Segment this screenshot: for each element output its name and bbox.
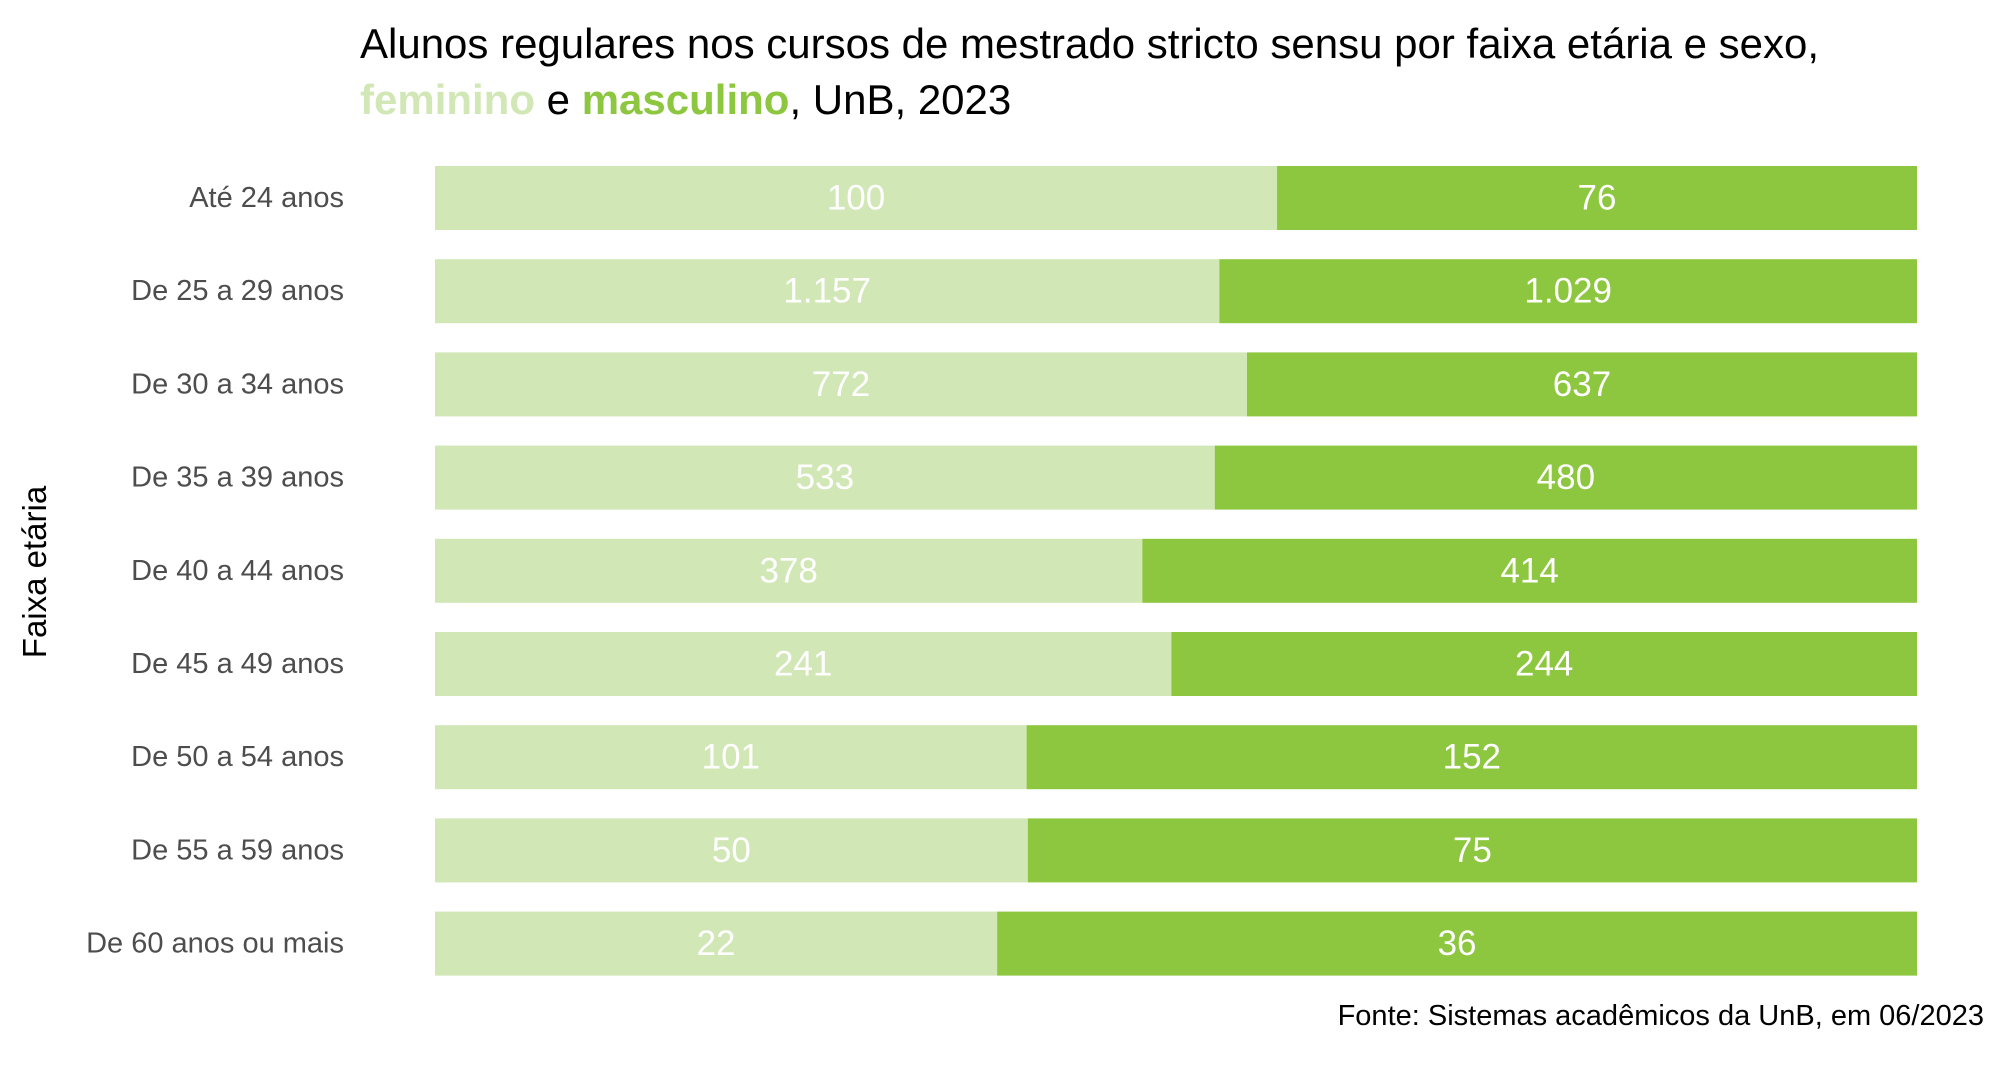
y-axis-title: Faixa etária <box>16 485 53 658</box>
category-label: De 25 a 29 anos <box>131 275 344 307</box>
data-label-masculino: 76 <box>1578 179 1617 218</box>
data-label-feminino: 241 <box>774 645 832 684</box>
data-label-feminino: 50 <box>712 831 751 870</box>
bar-masculino <box>1277 166 1917 230</box>
category-label: De 30 a 34 anos <box>131 368 344 400</box>
title-connector: e <box>535 76 582 123</box>
bar-feminino <box>435 352 1247 417</box>
bar-masculino <box>1171 632 1917 696</box>
bar-masculino <box>1027 818 1917 883</box>
data-label-feminino: 101 <box>702 738 760 777</box>
bar-masculino <box>1026 725 1917 790</box>
source-note: Fonte: Sistemas acadêmicos da UnB, em 06… <box>1337 1000 1984 1032</box>
chart-title: Alunos regulares nos cursos de mestrado … <box>360 16 1819 128</box>
title-suffix: , UnB, 2023 <box>789 76 1012 123</box>
bar-feminino <box>435 725 1027 790</box>
bar-feminino <box>435 445 1215 510</box>
bar-feminino <box>435 632 1172 696</box>
bar-feminino <box>435 166 1278 230</box>
data-label-masculino: 1.029 <box>1524 272 1612 311</box>
data-label-feminino: 1.157 <box>783 272 871 311</box>
title-feminino: feminino <box>360 76 535 123</box>
bar-masculino <box>1246 352 1917 417</box>
bar-feminino <box>435 818 1028 883</box>
title-line-1: Alunos regulares nos cursos de mestrado … <box>360 20 1820 67</box>
data-label-masculino: 152 <box>1443 738 1501 777</box>
data-label-feminino: 22 <box>697 924 736 963</box>
category-label: Até 24 anos <box>189 182 344 214</box>
category-labels-group: Até 24 anos De 25 a 29 anos De 30 a 34 ano… <box>86 182 344 960</box>
category-label: De 55 a 59 anos <box>131 834 344 866</box>
category-label: De 40 a 44 anos <box>131 555 344 587</box>
data-label-masculino: 75 <box>1453 831 1492 870</box>
bar-feminino <box>435 259 1220 324</box>
data-label-masculino: 637 <box>1553 365 1611 404</box>
data-label-feminino: 772 <box>812 365 870 404</box>
bar-masculino <box>997 911 1917 976</box>
category-label: De 35 a 39 anos <box>131 462 344 494</box>
bar-masculino <box>1214 445 1917 510</box>
category-label: De 60 anos ou mais <box>86 928 344 960</box>
bar-feminino <box>435 911 998 976</box>
category-label: De 50 a 54 anos <box>131 741 344 773</box>
bar-feminino <box>435 538 1143 603</box>
data-label-masculino: 414 <box>1500 551 1558 590</box>
data-label-masculino: 480 <box>1537 458 1595 497</box>
data-label-feminino: 378 <box>759 551 817 590</box>
title-masculino: masculino <box>581 76 790 123</box>
data-label-masculino: 244 <box>1515 645 1573 684</box>
category-label: De 45 a 49 anos <box>131 648 344 680</box>
data-label-feminino: 533 <box>796 458 854 497</box>
data-label-masculino: 36 <box>1438 924 1477 963</box>
data-label-feminino: 100 <box>827 179 885 218</box>
bar-masculino <box>1219 259 1917 324</box>
bar-masculino <box>1142 538 1917 603</box>
bars-group: 100 76 1.157 1.029 772 637 533 480 378 414 241 244 1… <box>435 166 1917 976</box>
